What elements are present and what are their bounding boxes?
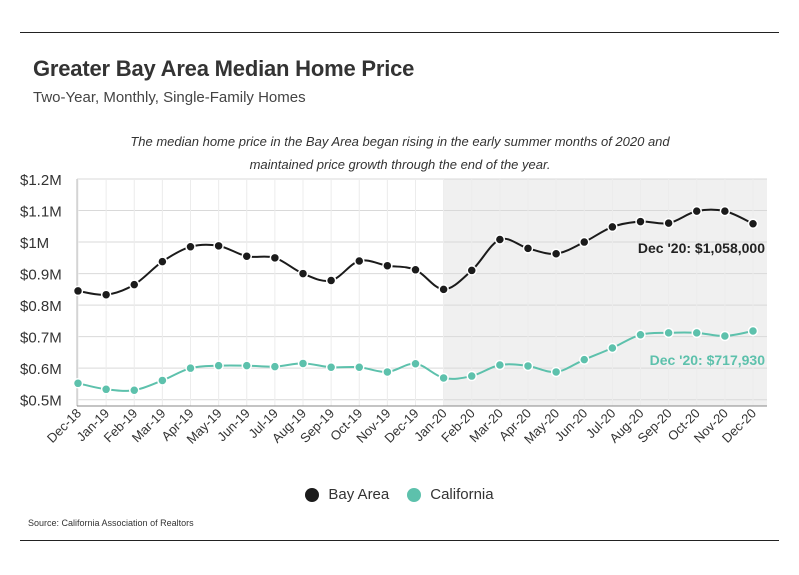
data-point-bay-area <box>719 205 731 217</box>
chart-annotation: The median home price in the Bay Area be… <box>60 130 740 176</box>
data-point-bay-area <box>635 216 646 227</box>
data-point-bay-area <box>607 221 618 233</box>
data-point-california <box>550 366 562 378</box>
data-point-california <box>579 354 590 365</box>
data-point-california <box>269 361 281 372</box>
data-point-bay-area <box>297 268 309 279</box>
data-point-bay-area <box>354 255 365 267</box>
annotation-line-2: maintained price growth through the end … <box>249 157 551 172</box>
data-point-bay-area <box>410 264 421 276</box>
x-tick-label: Jun-20 <box>552 406 591 445</box>
data-point-california <box>438 372 449 384</box>
annotation-line-1: The median home price in the Bay Area be… <box>130 134 670 149</box>
y-tick-label: $1.1M <box>20 204 62 221</box>
legend-item-california[interactable]: California <box>407 486 494 503</box>
data-point-bay-area <box>129 279 140 290</box>
legend-item-bay-area[interactable]: Bay Area <box>305 486 389 503</box>
data-point-bay-area <box>438 284 449 295</box>
data-point-bay-area <box>522 243 534 254</box>
data-point-bay-area <box>691 205 702 217</box>
data-point-bay-area <box>747 218 759 230</box>
data-point-bay-area <box>269 252 281 264</box>
legend-label-california: California <box>430 486 494 503</box>
data-point-california <box>382 366 393 378</box>
end-label-california: Dec '20: $717,930 <box>650 352 766 368</box>
data-point-california <box>241 360 252 371</box>
data-point-bay-area <box>72 285 84 297</box>
data-point-bay-area <box>185 241 196 253</box>
data-point-california <box>747 325 759 337</box>
data-point-california <box>129 384 140 396</box>
x-tick-label: Dec-18 <box>44 406 84 446</box>
data-point-california <box>719 330 731 342</box>
data-point-california <box>354 361 365 373</box>
data-point-bay-area <box>157 256 168 267</box>
data-point-bay-area <box>241 250 252 262</box>
top-rule <box>20 32 779 33</box>
data-point-bay-area <box>579 236 590 248</box>
legend-swatch-bay-area <box>305 487 320 502</box>
data-point-california <box>635 329 646 340</box>
y-tick-label: $0.9M <box>20 267 62 284</box>
data-point-california <box>325 361 337 373</box>
data-point-california <box>100 384 112 395</box>
data-point-bay-area <box>213 240 224 252</box>
data-point-bay-area <box>382 260 393 271</box>
data-point-california <box>213 360 224 371</box>
x-tick-label: Jun-19 <box>214 406 253 445</box>
chart-title: Greater Bay Area Median Home Price <box>33 56 415 81</box>
data-point-california <box>663 327 674 339</box>
end-label-bay-area: Dec '20: $1,058,000 <box>638 240 765 256</box>
legend: Bay Area California <box>0 486 799 503</box>
data-point-bay-area <box>325 275 337 286</box>
data-point-california <box>72 378 84 389</box>
data-point-bay-area <box>494 234 506 245</box>
y-tick-label: $0.5M <box>20 393 62 410</box>
y-tick-label: $0.6M <box>20 361 62 378</box>
data-point-california <box>185 362 196 374</box>
legend-label-bay-area: Bay Area <box>328 486 390 503</box>
data-point-california <box>466 370 477 382</box>
legend-swatch-california <box>407 487 422 502</box>
bottom-rule <box>20 540 779 541</box>
shaded-2020-region <box>443 179 767 406</box>
data-point-california <box>691 327 702 339</box>
source-note: Source: California Association of Realto… <box>28 518 194 528</box>
data-point-california <box>297 358 309 369</box>
chart-subtitle: Two-Year, Monthly, Single-Family Homes <box>33 89 306 106</box>
y-tick-label: $1.2M <box>20 172 62 189</box>
data-point-california <box>522 360 534 372</box>
data-point-bay-area <box>663 217 674 229</box>
y-tick-label: $0.8M <box>20 298 62 315</box>
data-point-california <box>607 342 618 354</box>
data-point-california <box>494 359 506 371</box>
y-tick-label: $0.7M <box>20 330 62 347</box>
data-point-california <box>410 358 421 370</box>
data-point-bay-area <box>466 265 477 276</box>
data-point-california <box>157 375 168 386</box>
data-point-bay-area <box>100 289 112 300</box>
y-tick-label: $1M <box>20 235 49 252</box>
data-point-bay-area <box>550 248 562 259</box>
